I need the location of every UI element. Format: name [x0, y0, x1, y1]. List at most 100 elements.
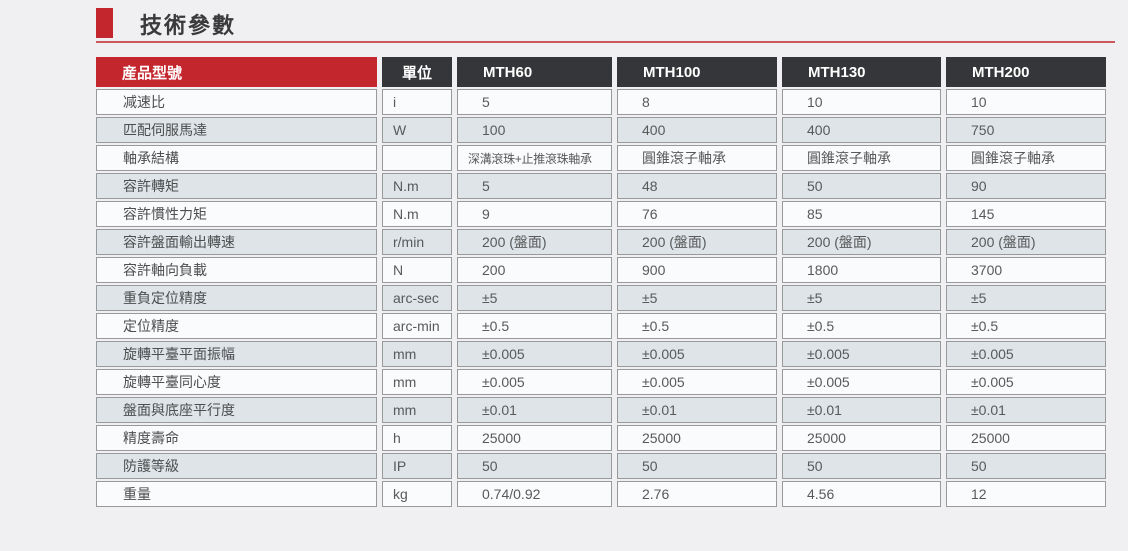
table-row: 定位精度 arc-min ±0.5 ±0.5 ±0.5 ±0.5 [96, 313, 1106, 339]
row-value: 圓錐滾子軸承 [617, 145, 777, 171]
row-value: ±0.01 [946, 397, 1106, 423]
row-unit: N.m [382, 201, 452, 227]
row-value: 0.74/0.92 [457, 481, 612, 507]
row-unit: mm [382, 369, 452, 395]
row-value: 5 [457, 173, 612, 199]
row-value: 8 [617, 89, 777, 115]
row-label: 容許盤面輸出轉速 [96, 229, 377, 255]
row-value: 2.76 [617, 481, 777, 507]
row-label: 盤面與底座平行度 [96, 397, 377, 423]
row-value: 5 [457, 89, 612, 115]
row-value: ±0.01 [617, 397, 777, 423]
row-value: 100 [457, 117, 612, 143]
row-label: 重負定位精度 [96, 285, 377, 311]
table-row: 减速比 i 5 8 10 10 [96, 89, 1106, 115]
row-value: 400 [782, 117, 941, 143]
header-row: 産品型號 單位 MTH60 MTH100 MTH130 MTH200 [96, 57, 1106, 87]
row-unit: N.m [382, 173, 452, 199]
row-value: 4.56 [782, 481, 941, 507]
row-value: 圓錐滾子軸承 [782, 145, 941, 171]
row-value: 48 [617, 173, 777, 199]
row-value: 400 [617, 117, 777, 143]
row-value: 750 [946, 117, 1106, 143]
column-header-mth60: MTH60 [457, 57, 612, 87]
row-value: 圓錐滾子軸承 [946, 145, 1106, 171]
table-row: 精度壽命 h 25000 25000 25000 25000 [96, 425, 1106, 451]
row-label: 旋轉平臺平面振幅 [96, 341, 377, 367]
row-value: 25000 [617, 425, 777, 451]
table-row: 容許慣性力矩 N.m 9 76 85 145 [96, 201, 1106, 227]
row-value: ±0.005 [782, 341, 941, 367]
row-value: 200 (盤面) [946, 229, 1106, 255]
row-value: ±0.5 [617, 313, 777, 339]
row-value: ±0.01 [782, 397, 941, 423]
row-value: ±5 [457, 285, 612, 311]
table-row: 重負定位精度 arc-sec ±5 ±5 ±5 ±5 [96, 285, 1106, 311]
row-value: 200 (盤面) [782, 229, 941, 255]
row-value: 1800 [782, 257, 941, 283]
column-header-unit: 單位 [382, 57, 452, 87]
row-value: 25000 [457, 425, 612, 451]
row-unit: mm [382, 397, 452, 423]
row-value: ±0.005 [782, 369, 941, 395]
table-row: 容許盤面輸出轉速 r/min 200 (盤面) 200 (盤面) 200 (盤面) 200… [96, 229, 1106, 255]
row-unit [382, 145, 452, 171]
spec-table: 産品型號 單位 MTH60 MTH100 MTH130 MTH200 减速比 i 5… [91, 55, 1111, 509]
row-value: 200 (盤面) [617, 229, 777, 255]
row-value: 3700 [946, 257, 1106, 283]
column-header-mth200: MTH200 [946, 57, 1106, 87]
row-value: ±5 [617, 285, 777, 311]
row-value: ±0.01 [457, 397, 612, 423]
row-value: 25000 [946, 425, 1106, 451]
row-value: 10 [782, 89, 941, 115]
row-unit: W [382, 117, 452, 143]
row-value: 深溝滾珠+止推滾珠軸承 [457, 145, 612, 171]
row-value: 9 [457, 201, 612, 227]
table-row: 重量 kg 0.74/0.92 2.76 4.56 12 [96, 481, 1106, 507]
row-value: ±0.005 [617, 369, 777, 395]
row-label: 精度壽命 [96, 425, 377, 451]
row-unit: mm [382, 341, 452, 367]
row-value: ±0.005 [457, 341, 612, 367]
row-unit: r/min [382, 229, 452, 255]
row-value: 50 [617, 453, 777, 479]
row-value: 50 [782, 453, 941, 479]
row-unit: IP [382, 453, 452, 479]
row-value: ±0.5 [457, 313, 612, 339]
row-value: 900 [617, 257, 777, 283]
row-unit: N [382, 257, 452, 283]
row-value: 50 [782, 173, 941, 199]
row-label: 重量 [96, 481, 377, 507]
row-value: ±0.5 [782, 313, 941, 339]
row-value: 25000 [782, 425, 941, 451]
row-value: 145 [946, 201, 1106, 227]
column-header-product-model: 産品型號 [96, 57, 377, 87]
row-unit: arc-min [382, 313, 452, 339]
table-row: 旋轉平臺同心度 mm ±0.005 ±0.005 ±0.005 ±0.005 [96, 369, 1106, 395]
row-value: ±0.005 [457, 369, 612, 395]
column-header-mth130: MTH130 [782, 57, 941, 87]
row-label: 旋轉平臺同心度 [96, 369, 377, 395]
table-row: 防護等級 IP 50 50 50 50 [96, 453, 1106, 479]
row-value: ±0.5 [946, 313, 1106, 339]
row-value: 200 (盤面) [457, 229, 612, 255]
table-row: 盤面與底座平行度 mm ±0.01 ±0.01 ±0.01 ±0.01 [96, 397, 1106, 423]
row-unit: arc-sec [382, 285, 452, 311]
row-label: 防護等級 [96, 453, 377, 479]
row-value: ±5 [946, 285, 1106, 311]
row-value: ±5 [782, 285, 941, 311]
title-underline [96, 41, 1115, 43]
table-row: 旋轉平臺平面振幅 mm ±0.005 ±0.005 ±0.005 ±0.005 [96, 341, 1106, 367]
page-title: 技術參數 [140, 13, 237, 38]
row-value: 85 [782, 201, 941, 227]
row-label: 軸承結構 [96, 145, 377, 171]
row-label: 容許轉矩 [96, 173, 377, 199]
row-label: 容許慣性力矩 [96, 201, 377, 227]
row-unit: i [382, 89, 452, 115]
row-value: 12 [946, 481, 1106, 507]
row-unit: kg [382, 481, 452, 507]
row-value: ±0.005 [946, 341, 1106, 367]
row-label: 容許軸向負載 [96, 257, 377, 283]
row-value: 90 [946, 173, 1106, 199]
row-label: 匹配伺服馬達 [96, 117, 377, 143]
